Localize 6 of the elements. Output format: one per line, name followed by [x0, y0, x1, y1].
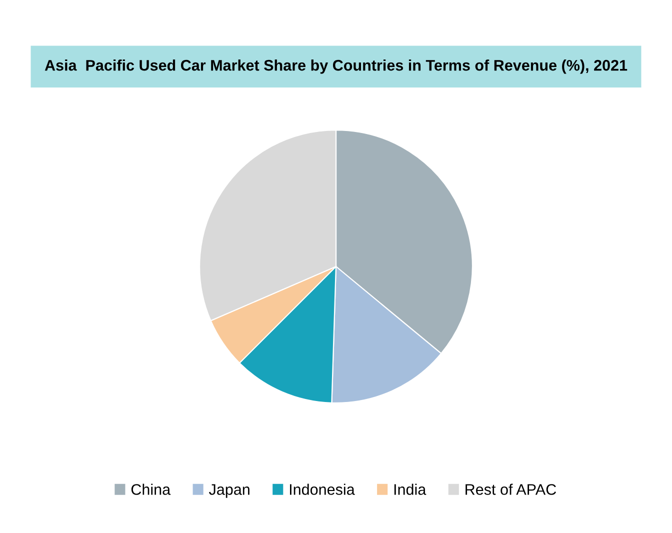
- legend-label: Rest of APAC: [466, 484, 556, 495]
- chart-title: Asia Pacific Used Car Market Share by Countries in Terms of Revenue (%), 2021: [44, 60, 628, 74]
- legend-label: China: [131, 484, 171, 495]
- legend-label: India: [394, 484, 426, 495]
- legend-label: Japan: [209, 484, 250, 498]
- legend-label: Indonesia: [290, 484, 355, 495]
